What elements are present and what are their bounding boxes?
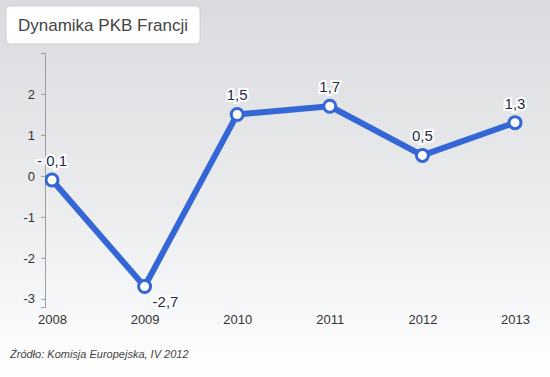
- y-tick-label: 1: [28, 128, 35, 143]
- x-tick: 2009: [131, 307, 160, 327]
- title: Dynamika PKB Francji: [18, 16, 188, 35]
- chart-svg: -3 -2 -1 0 1 2 2008 2009 2010 2011 2012 2013 - 0,1 -2…: [0, 0, 550, 377]
- marker: [324, 100, 336, 112]
- data-labels: - 0,1 -2,7 1,5 1,7 0,5 1,3: [37, 78, 525, 309]
- data-label: 1,3: [505, 95, 526, 112]
- background: [0, 0, 550, 377]
- chart-container: -3 -2 -1 0 1 2 2008 2009 2010 2011 2012 2013 - 0,1 -2…: [0, 0, 550, 377]
- x-axis: 2008 2009 2010 2011 2012 2013: [38, 307, 530, 327]
- y-tick-label: -3: [23, 291, 35, 306]
- data-label: - 0,1: [37, 152, 67, 169]
- marker: [416, 149, 428, 161]
- y-tick: 2: [28, 87, 45, 102]
- y-tick-mark: [41, 299, 45, 300]
- y-axis: -3 -2 -1 0 1 2: [23, 54, 45, 308]
- y-tick-label: 0: [28, 169, 35, 184]
- x-tick: 2013: [501, 307, 530, 327]
- x-tick-label: 2013: [501, 312, 530, 327]
- data-label: 1,5: [227, 86, 248, 103]
- title-box: [6, 6, 200, 44]
- y-tick-label: -1: [23, 210, 35, 225]
- x-tick-label: 2011: [316, 312, 344, 327]
- x-tick: 2010: [223, 307, 252, 327]
- y-tick-mark: [41, 217, 45, 218]
- marker: [509, 117, 521, 129]
- y-tick: -2: [23, 250, 45, 265]
- y-tick-mark: [41, 258, 45, 259]
- x-tick-label: 2010: [223, 312, 252, 327]
- y-tick: 0: [28, 169, 45, 184]
- x-tick: 2008: [38, 307, 67, 327]
- y-tick-label: -2: [23, 250, 35, 265]
- source-note: Źródło: Komisja Europejska, IV 2012: [9, 348, 189, 360]
- y-axis-line: [41, 54, 46, 308]
- data-label: 1,7: [319, 78, 340, 95]
- x-tick: 2011: [316, 307, 344, 327]
- y-tick-mark: [41, 135, 45, 136]
- y-tick: -1: [23, 210, 45, 225]
- y-tick-mark: [41, 176, 45, 177]
- x-tick: 2012: [408, 307, 437, 327]
- data-label: 0,5: [412, 127, 433, 144]
- x-tick-label: 2012: [408, 312, 437, 327]
- data-label: -2,7: [153, 293, 179, 310]
- marker: [139, 281, 151, 293]
- line: [52, 106, 515, 286]
- marker: [231, 108, 243, 120]
- plot-marks: [46, 100, 521, 292]
- y-tick-label: 2: [28, 87, 35, 102]
- y-tick-mark: [41, 94, 45, 95]
- x-tick-label: 2008: [38, 312, 67, 327]
- x-axis-line: [53, 307, 516, 308]
- y-tick: -3: [23, 291, 45, 306]
- y-tick: 1: [28, 128, 45, 143]
- marker: [46, 174, 58, 186]
- title-group: Dynamika PKB Francji: [6, 6, 200, 44]
- x-tick-label: 2009: [131, 312, 160, 327]
